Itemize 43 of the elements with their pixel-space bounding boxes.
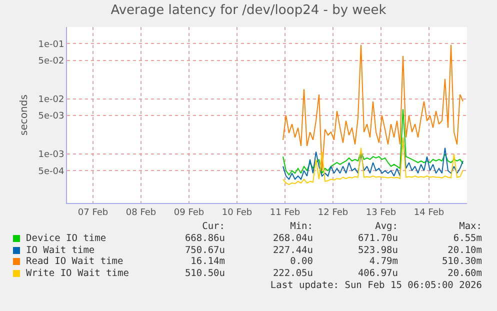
x-tick-label: 11 Feb (270, 208, 300, 218)
text: 510.30m (442, 256, 482, 268)
text: 20.10m (448, 244, 482, 256)
text: 6.55m (453, 232, 482, 244)
text: 20.60m (448, 268, 482, 280)
chart-title: Average latency for /dev/loop24 - by week (110, 2, 387, 18)
text: Cur: (202, 221, 225, 232)
x-tick-label: 08 Feb (126, 208, 156, 218)
y-tick-label: 1e-02 (38, 95, 64, 105)
line-series (282, 108, 464, 176)
y-tick-label: 1e-03 (38, 150, 64, 160)
text: 750.67u (184, 244, 225, 256)
text: 222.05u (272, 268, 313, 280)
x-tick-label: 14 Feb (414, 208, 444, 218)
text: Avg: (375, 221, 398, 232)
y-axis-title: seconds (19, 94, 30, 136)
text: 510.50u (184, 268, 225, 280)
line-series (282, 44, 464, 172)
text: Min: (290, 221, 313, 232)
text: 4.79m (369, 256, 398, 268)
legend-label: Read IO Wait time (26, 256, 124, 268)
text: 16.14m (190, 256, 225, 268)
y-tick-label: 5e-03 (38, 112, 64, 122)
legend-label: IO Wait time (26, 244, 95, 256)
text: 406.97u (358, 268, 398, 280)
legend-label: Device IO time (26, 232, 106, 244)
x-tick-label: 09 Feb (174, 208, 204, 218)
text: Last update: Sun Feb 15 06:05:00 2026 (270, 280, 482, 291)
text: 671.70u (358, 232, 398, 244)
text: Max: (459, 221, 482, 232)
legend-label: Write IO Wait time (26, 268, 129, 280)
text: 668.86u (184, 232, 225, 244)
x-tick-label: 13 Feb (366, 208, 396, 218)
text: 0.00 (290, 256, 313, 268)
x-tick-label: 12 Feb (318, 208, 348, 218)
x-tick-label: 07 Feb (78, 208, 108, 218)
text: 523.98u (358, 244, 398, 256)
y-tick-label: 5e-02 (38, 56, 64, 66)
y-tick-label: 5e-04 (38, 166, 64, 177)
text: 227.44u (272, 244, 313, 256)
y-tick-label: 1e-01 (38, 40, 64, 50)
x-tick-label: 10 Feb (222, 208, 252, 218)
text: 268.04u (272, 232, 313, 244)
